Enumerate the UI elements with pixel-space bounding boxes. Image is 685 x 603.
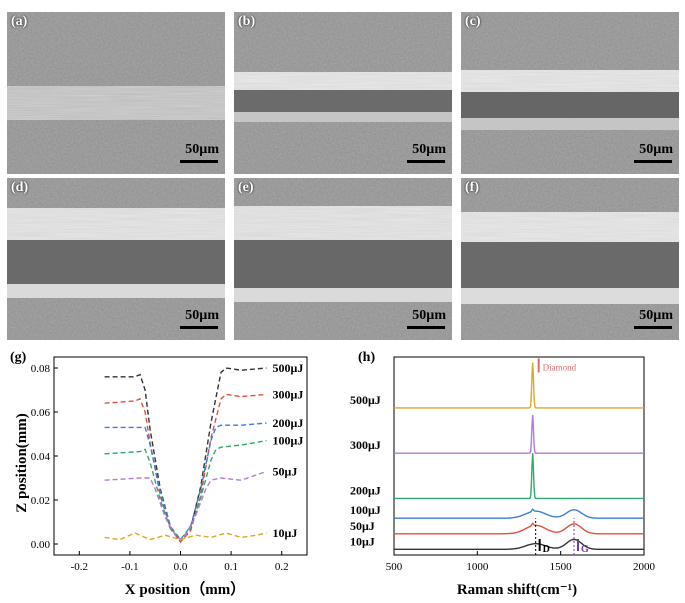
x-tick-label: -0.2 bbox=[71, 561, 88, 573]
series-label: 10μJ bbox=[273, 526, 298, 540]
series-label: 500μJ bbox=[350, 393, 381, 407]
scale-bar bbox=[407, 326, 445, 329]
g-peak-label: G bbox=[581, 544, 589, 555]
series-line bbox=[104, 422, 267, 541]
panel-label: (b) bbox=[238, 14, 256, 29]
depth-profile-chart: (g) -0.2 -0.1 0.0 0.1 0.2 0.00 0.02 0.04 0.06 0.0… bbox=[10, 350, 308, 598]
sem-image-f bbox=[461, 178, 679, 340]
y-tick-label: 0.02 bbox=[31, 495, 50, 507]
series-label: 300μJ bbox=[273, 387, 304, 401]
series-line bbox=[104, 470, 267, 541]
x-tick-label: 0.0 bbox=[174, 561, 188, 573]
series-label: 300μJ bbox=[350, 438, 381, 452]
y-tick-label: 0.08 bbox=[31, 363, 51, 375]
sem-panel-d: (d) 50µm bbox=[7, 178, 225, 340]
spectrum-line bbox=[394, 538, 644, 550]
scale-bar bbox=[634, 326, 672, 329]
series-label: 200μJ bbox=[350, 483, 381, 497]
x-tick-label: 0.1 bbox=[224, 561, 238, 573]
plot-frame bbox=[393, 356, 645, 556]
y-axis-label: Z position(mm) bbox=[14, 413, 30, 513]
x-tick-label: 500 bbox=[386, 561, 403, 573]
sem-image-b bbox=[234, 12, 452, 174]
diamond-peak-label: Diamond bbox=[543, 362, 577, 372]
scale-bar bbox=[180, 160, 218, 163]
sem-panel-a: (a) 50µm bbox=[7, 12, 225, 174]
g-peak-bar bbox=[577, 539, 579, 551]
scale-bar-label: 50µm bbox=[185, 142, 219, 157]
scale-bar-label: 50µm bbox=[639, 142, 673, 157]
scale-bar bbox=[180, 326, 218, 329]
series-label: 500μJ bbox=[273, 361, 304, 375]
spectrum-line bbox=[394, 362, 644, 409]
series-label: 100μJ bbox=[273, 434, 304, 448]
d-peak-label: D bbox=[543, 544, 550, 555]
scale-bar bbox=[407, 160, 445, 163]
sem-panel-e: (e) 50µm bbox=[234, 178, 452, 340]
raman-spectra-chart: (h) 500 1000 1500 2000 500μJ 300μJ 200μJ 100μJ… bbox=[350, 350, 656, 598]
sem-image-d bbox=[7, 178, 225, 340]
d-peak-bar bbox=[538, 539, 541, 551]
x-tick-label: 2000 bbox=[633, 561, 656, 573]
sem-panel-b: (b) 50µm bbox=[234, 12, 452, 174]
series-label: 10μJ bbox=[350, 534, 375, 548]
series-label: 100μJ bbox=[350, 503, 381, 517]
panel-label: (c) bbox=[465, 14, 481, 29]
sem-panel-c: (c) 50µm bbox=[461, 12, 679, 174]
x-axis-label: X position（mm） bbox=[125, 580, 245, 598]
x-axis-label: Raman shift(cm⁻¹) bbox=[457, 582, 577, 598]
sem-image-a bbox=[7, 12, 225, 174]
scale-bar bbox=[634, 160, 672, 163]
y-tick-label: 0.00 bbox=[31, 539, 51, 551]
series-line bbox=[104, 532, 267, 541]
panel-label: (e) bbox=[238, 180, 254, 195]
x-tick-label: 1500 bbox=[550, 561, 573, 573]
y-tick-label: 0.06 bbox=[31, 407, 51, 419]
panel-label: (g) bbox=[10, 350, 27, 365]
diamond-peak-bar bbox=[537, 358, 540, 373]
series-line bbox=[104, 393, 267, 543]
scale-bar-label: 50µm bbox=[412, 142, 446, 157]
spectrum-line bbox=[394, 522, 644, 535]
x-tick-label: 1000 bbox=[466, 561, 489, 573]
spectrum-line bbox=[394, 453, 644, 500]
series-label: 50μJ bbox=[273, 464, 298, 478]
series-label: 50μJ bbox=[350, 519, 375, 533]
scale-bar-label: 50µm bbox=[185, 308, 219, 323]
sem-image-c bbox=[461, 12, 679, 174]
series-label: 200μJ bbox=[273, 416, 304, 430]
plot-frame bbox=[53, 356, 308, 556]
series-line bbox=[104, 439, 267, 541]
panel-label: (d) bbox=[11, 180, 29, 195]
x-tick-label: 0.2 bbox=[275, 561, 289, 573]
spectrum-line bbox=[394, 414, 644, 454]
panel-label: (h) bbox=[358, 350, 375, 365]
y-tick-label: 0.04 bbox=[31, 451, 51, 463]
scale-bar-label: 50µm bbox=[412, 308, 446, 323]
scale-bar-label: 50µm bbox=[639, 308, 673, 323]
spectrum-line bbox=[394, 508, 644, 519]
sem-panel-f: (f) 50µm bbox=[461, 178, 679, 340]
x-tick-label: -0.1 bbox=[121, 561, 138, 573]
panel-label: (a) bbox=[11, 14, 28, 29]
series-line bbox=[104, 367, 267, 544]
panel-label: (f) bbox=[465, 180, 479, 195]
sem-image-e bbox=[234, 178, 452, 340]
